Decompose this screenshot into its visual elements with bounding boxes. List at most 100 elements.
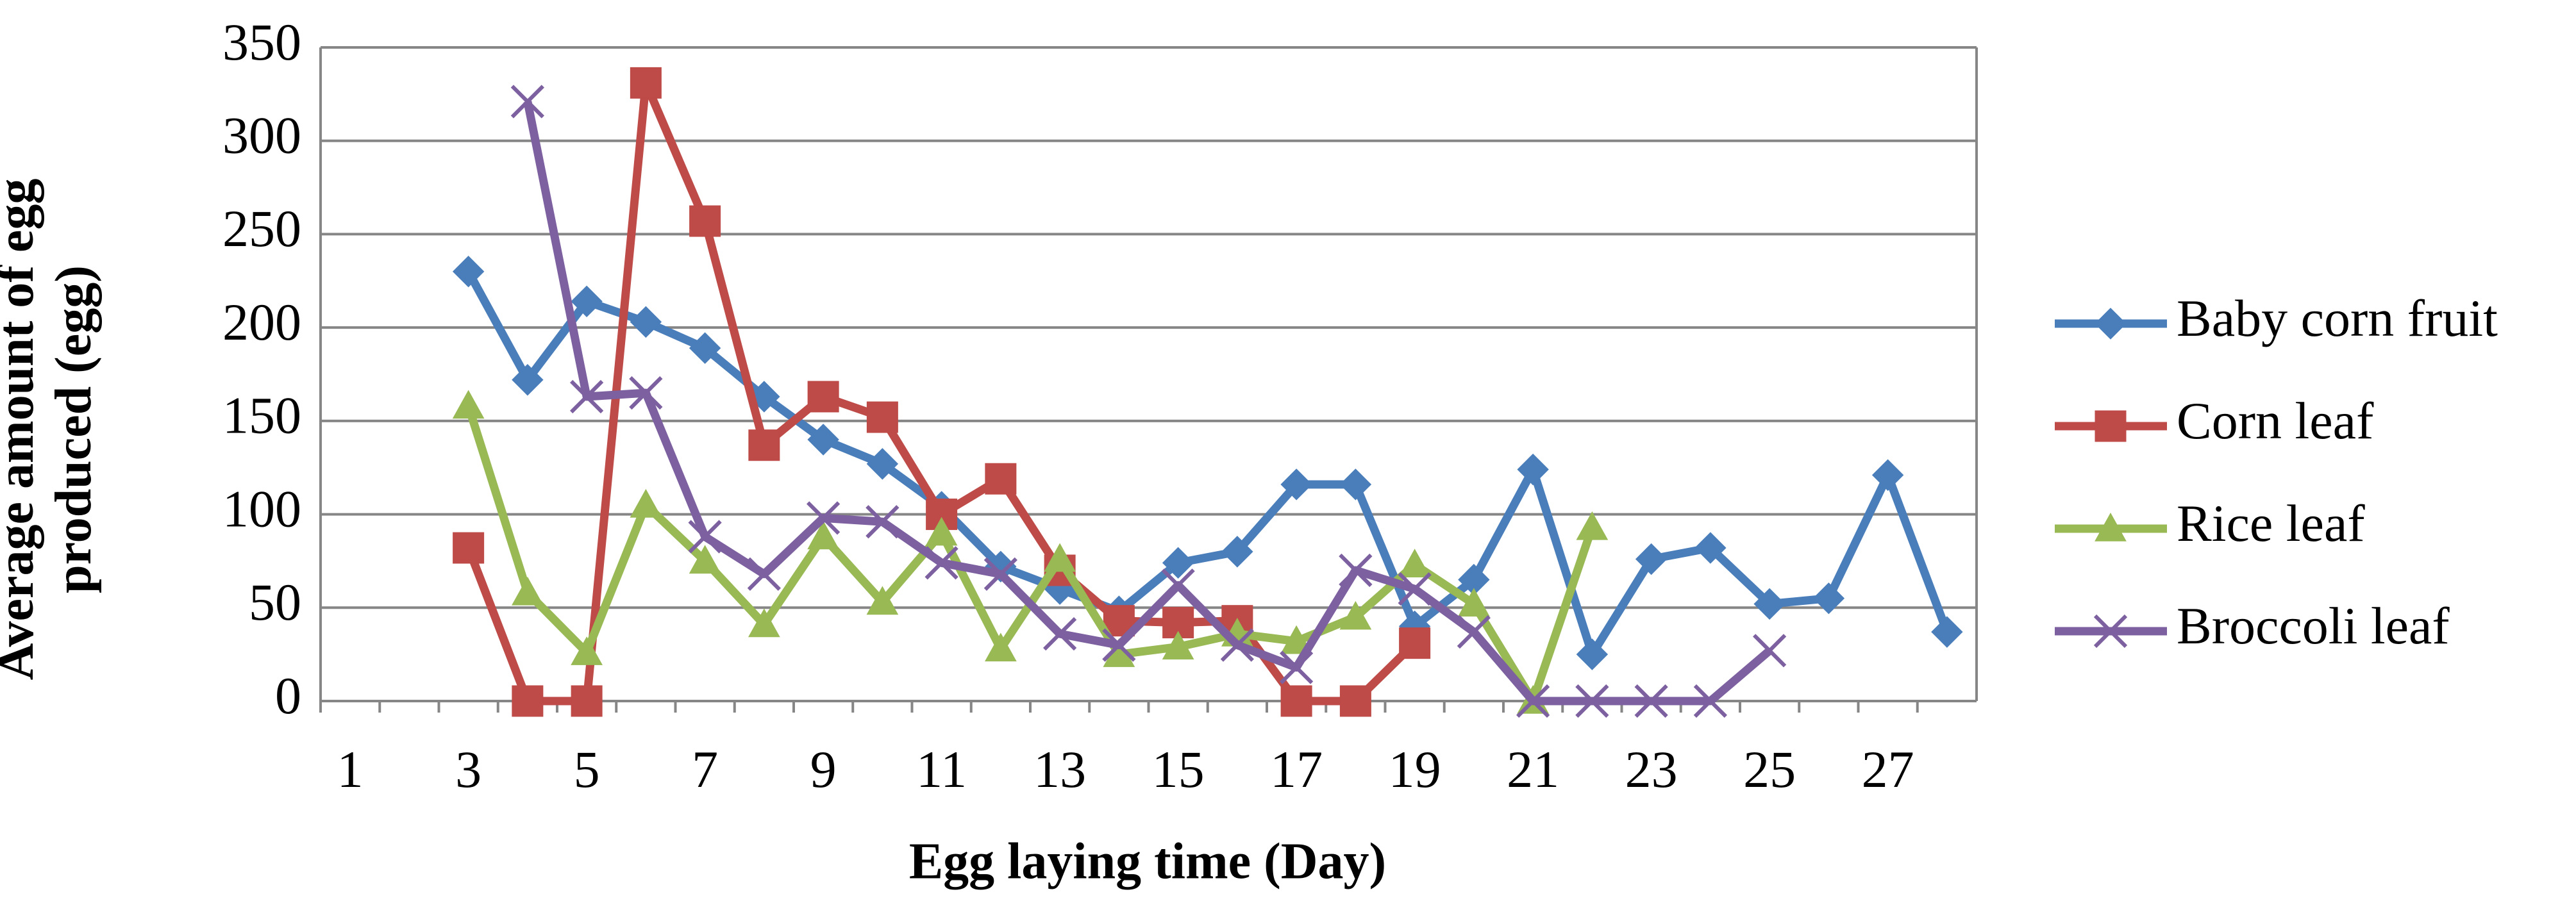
data-point (866, 448, 899, 480)
data-point (1516, 684, 1550, 718)
x-tick-label: 19 (1389, 740, 1441, 798)
x-tick-label: 1 (337, 740, 364, 798)
data-point (630, 488, 662, 518)
x-tick-label: 17 (1270, 740, 1323, 798)
y-tick-label: 50 (249, 573, 301, 631)
data-point (1812, 582, 1845, 615)
data-point (452, 390, 485, 419)
legend-label: Corn leaf (2177, 392, 2374, 450)
x-tick-label: 5 (574, 740, 600, 798)
data-point (1753, 634, 1787, 668)
series-line (523, 101, 1773, 706)
data-point (571, 285, 603, 318)
data-point (630, 67, 662, 99)
x-axis-title: Egg laying time (Day) (909, 833, 1386, 889)
x-tick-label: 27 (1862, 740, 1914, 798)
data-point (1398, 549, 1431, 577)
series-line (464, 269, 1951, 659)
legend-marker (2095, 512, 2127, 541)
data-point (571, 636, 603, 665)
data-point (866, 401, 898, 433)
x-tick-label: 25 (1743, 740, 1796, 798)
data-point (1931, 616, 1963, 648)
data-point (1221, 536, 1253, 568)
legend-marker (2095, 410, 2127, 442)
data-point (1399, 627, 1431, 659)
data-point (1575, 684, 1609, 718)
x-tick-label: 11 (916, 740, 967, 798)
data-point (452, 256, 485, 288)
legend-label: Rice leaf (2177, 494, 2365, 552)
y-tick-label: 300 (222, 106, 301, 165)
data-point (453, 532, 485, 564)
data-point (571, 685, 603, 717)
x-tick-label: 21 (1507, 740, 1559, 798)
y-tick-label: 0 (275, 666, 301, 725)
data-point (629, 376, 663, 410)
data-point (1102, 628, 1136, 662)
data-point (512, 685, 544, 717)
data-point (1161, 568, 1195, 602)
data-point (1458, 588, 1490, 617)
data-point (807, 424, 839, 456)
data-point (1220, 628, 1255, 662)
x-tick-label: 3 (455, 740, 481, 798)
x-tick-label: 23 (1625, 740, 1678, 798)
data-point (748, 608, 780, 638)
data-point (748, 429, 780, 461)
y-tick-label: 250 (222, 199, 301, 258)
legend-label: Baby corn fruit (2177, 289, 2498, 347)
data-point (924, 546, 958, 580)
y-tick-label: 150 (222, 386, 301, 445)
data-point (1871, 459, 1904, 492)
data-point (1280, 468, 1312, 500)
data-point (1162, 631, 1194, 660)
data-point (1635, 543, 1668, 575)
data-point (1339, 468, 1372, 500)
data-point (512, 364, 544, 396)
legend-marker (2095, 308, 2127, 340)
data-point (807, 501, 841, 535)
data-point (747, 557, 782, 591)
y-tick-label: 350 (222, 13, 301, 71)
data-point (1280, 625, 1312, 654)
data-point (688, 520, 722, 554)
data-point (1043, 616, 1077, 651)
data-point (1339, 685, 1371, 717)
data-point (1339, 553, 1373, 588)
data-point (689, 332, 721, 364)
data-point (512, 576, 544, 606)
x-tick-label: 7 (692, 740, 718, 798)
data-point (1694, 532, 1727, 564)
y-tick-label: 100 (222, 479, 301, 538)
data-point (1044, 543, 1076, 572)
data-point (1693, 684, 1728, 718)
data-point (1634, 684, 1668, 718)
x-tick-label: 9 (810, 740, 837, 798)
x-tick-label: 15 (1152, 740, 1205, 798)
data-point (1398, 572, 1432, 606)
legend-marker (2093, 614, 2128, 649)
data-point (1280, 685, 1312, 717)
data-point (866, 505, 899, 539)
data-point (689, 545, 721, 574)
data-point (1517, 453, 1549, 486)
data-point (1576, 638, 1609, 670)
data-point (866, 586, 899, 615)
data-point (925, 516, 958, 546)
y-tick-label: 200 (222, 293, 301, 351)
data-point (1280, 650, 1314, 684)
legend-label: Broccoli leaf (2177, 597, 2450, 655)
data-point (1339, 600, 1372, 630)
x-tick-label: 13 (1033, 740, 1086, 798)
data-point (985, 463, 1017, 495)
data-point (985, 632, 1017, 662)
data-point (983, 557, 1018, 591)
data-point (630, 306, 662, 338)
data-point (570, 379, 604, 414)
data-point (1576, 511, 1609, 540)
data-point (1753, 588, 1786, 620)
data-point (689, 205, 721, 237)
